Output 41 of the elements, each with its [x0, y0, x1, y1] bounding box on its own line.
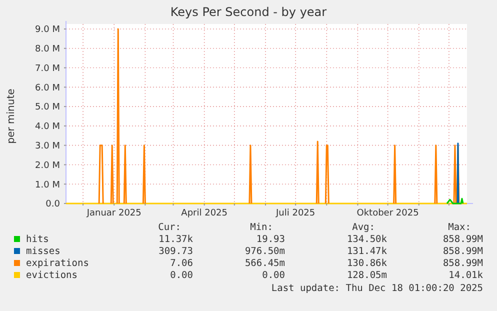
text: 131.47k — [346, 246, 388, 257]
x-tick-label: Januar 2025 — [86, 208, 142, 218]
text: 566.45m — [244, 258, 286, 269]
text: 7.06 — [170, 258, 194, 269]
text: 858.99M — [442, 246, 484, 257]
text: Min: — [250, 222, 273, 233]
text: 14.01k — [448, 270, 484, 281]
y-tick-label: 4.0 M — [35, 122, 60, 132]
text: 134.50k — [346, 234, 388, 245]
text: 858.99M — [442, 234, 484, 245]
y-tick-label: 1.0 M — [35, 180, 60, 190]
text: Cur: — [158, 222, 181, 233]
y-tick-label: 6.0 M — [35, 83, 60, 94]
text: 0.00 — [170, 270, 194, 281]
legend-label: expirations — [26, 258, 89, 269]
x-tick-label: April 2025 — [181, 208, 228, 218]
legend-label: hits — [26, 234, 49, 245]
text: Last update: Thu Dec 18 01:00:20 2025 — [271, 283, 483, 294]
x-tick-label: Juli 2025 — [275, 208, 316, 218]
chart-title: Keys Per Second - by year — [170, 5, 327, 19]
text: 19.93 — [256, 234, 285, 245]
y-tick-label: 9.0 M — [35, 25, 60, 36]
text: 858.99M — [442, 258, 484, 269]
text: 130.86k — [346, 258, 388, 269]
y-tick-label: 3.0 M — [35, 141, 60, 152]
text: Max: — [448, 222, 471, 233]
y-tick-label: 8.0 M — [35, 44, 60, 55]
y-tick-label: 5.0 M — [35, 102, 60, 113]
y-tick-label: 0.0 — [46, 200, 60, 210]
y-axis-title: per minute — [6, 88, 17, 144]
text: 976.50m — [244, 246, 286, 257]
y-tick-label: 7.0 M — [35, 64, 60, 74]
text: 128.05m — [346, 270, 388, 281]
x-tick-label: Oktober 2025 — [356, 208, 419, 218]
text: 0.00 — [262, 270, 286, 281]
y-tick-label: 2.0 M — [35, 160, 60, 171]
legend-label: evictions — [26, 270, 78, 281]
text: Avg: — [352, 222, 375, 233]
text: 309.73 — [158, 246, 193, 257]
legend-label: misses — [26, 246, 60, 257]
text: 11.37k — [158, 234, 194, 245]
